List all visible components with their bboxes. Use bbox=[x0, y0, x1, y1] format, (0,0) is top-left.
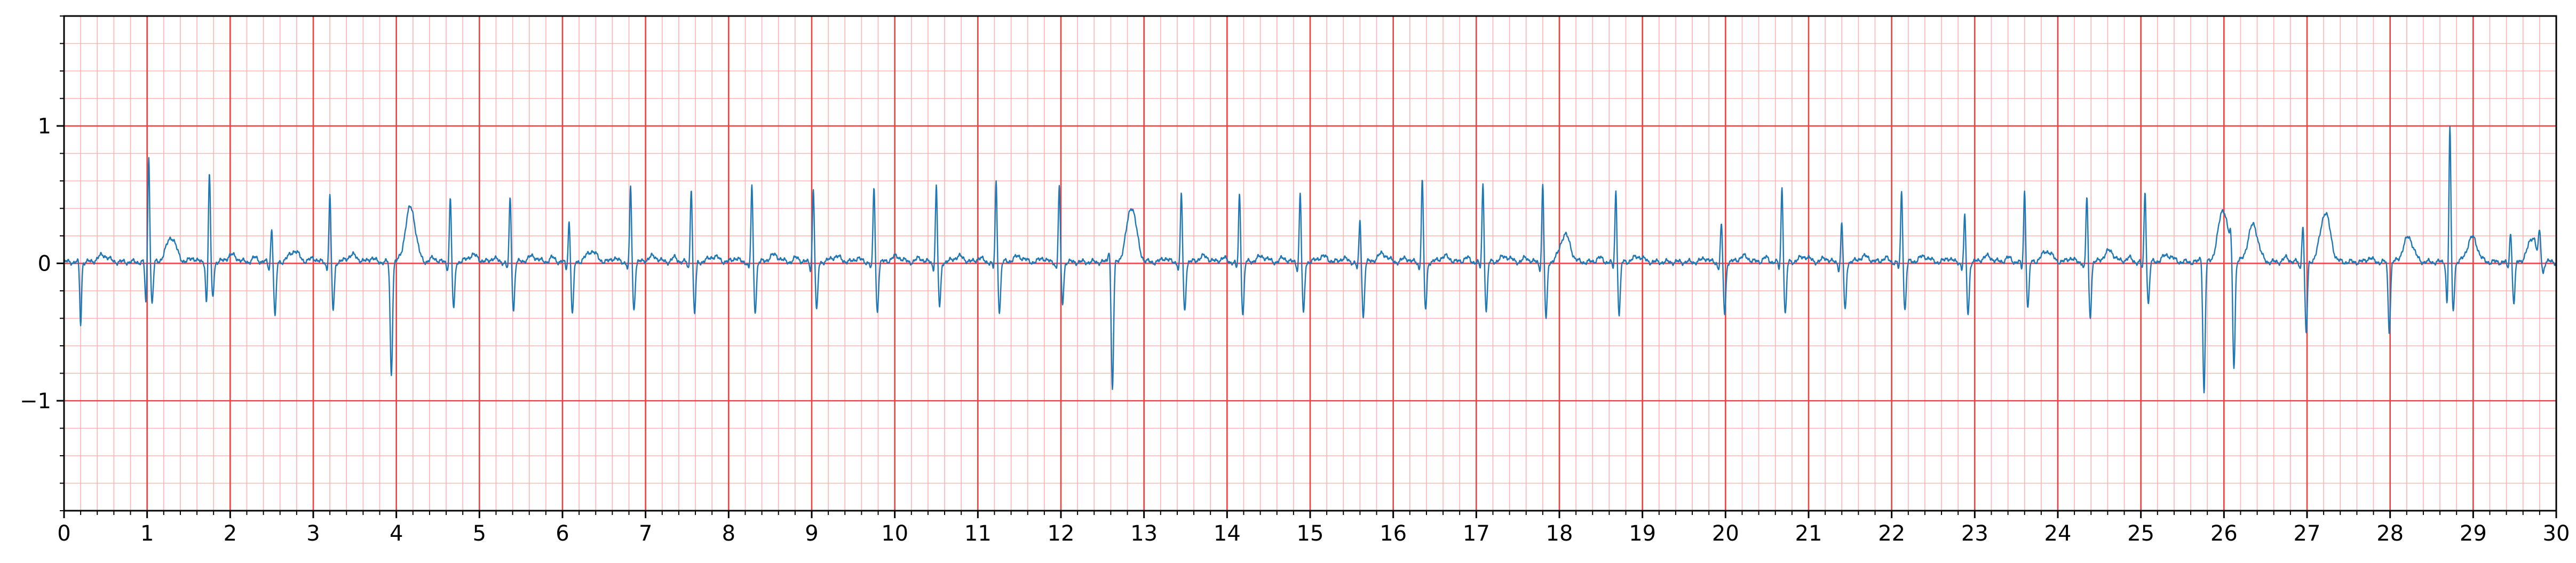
x-tick-label: 4 bbox=[390, 521, 403, 546]
x-tick-label: 30 bbox=[2543, 521, 2570, 546]
x-tick-label: 19 bbox=[1629, 521, 1656, 546]
x-tick-label: 13 bbox=[1130, 521, 1158, 546]
x-tick-label: 18 bbox=[1546, 521, 1573, 546]
x-tick-label: 11 bbox=[964, 521, 992, 546]
x-tick-label: 12 bbox=[1048, 521, 1075, 546]
x-tick-label: 2 bbox=[224, 521, 237, 546]
x-axis: 0 1 2 3 4 5 6 7 8 9 10 11 12 13 14 15 16 17 18 19 20 21 22 23 24… bbox=[57, 511, 2570, 546]
x-tick-label: 14 bbox=[1214, 521, 1241, 546]
x-tick-label: 1 bbox=[140, 521, 154, 546]
x-tick-label: 28 bbox=[2376, 521, 2404, 546]
x-tick-label: 26 bbox=[2210, 521, 2238, 546]
series-line-ecg bbox=[63, 125, 2557, 394]
x-tick-label: 29 bbox=[2460, 521, 2487, 546]
x-tick-label: 3 bbox=[306, 521, 320, 546]
x-tick-label: 21 bbox=[1795, 521, 1822, 546]
x-tick-label: 0 bbox=[57, 521, 70, 546]
x-tick-label: 27 bbox=[2294, 521, 2321, 546]
x-tick-label: 23 bbox=[1961, 521, 1988, 546]
x-tick-label: 24 bbox=[2044, 521, 2072, 546]
plot-area bbox=[63, 125, 2557, 394]
x-tick-label: 20 bbox=[1712, 521, 1739, 546]
x-tick-label: 10 bbox=[881, 521, 908, 546]
y-tick-label: 1 bbox=[38, 114, 51, 139]
x-tick-label: 6 bbox=[556, 521, 569, 546]
x-tick-label: 5 bbox=[473, 521, 486, 546]
y-tick-label: −1 bbox=[20, 389, 51, 414]
y-tick-label: 0 bbox=[38, 252, 51, 276]
x-tick-label: 8 bbox=[722, 521, 735, 546]
y-axis: −1 0 1 bbox=[20, 15, 64, 511]
x-tick-label: 15 bbox=[1297, 521, 1324, 546]
x-tick-label: 9 bbox=[805, 521, 818, 546]
x-tick-label: 25 bbox=[2127, 521, 2154, 546]
x-tick-label: 16 bbox=[1380, 521, 1407, 546]
x-tick-label: 7 bbox=[639, 521, 652, 546]
x-tick-label: 17 bbox=[1463, 521, 1490, 546]
x-tick-label: 22 bbox=[1878, 521, 1905, 546]
